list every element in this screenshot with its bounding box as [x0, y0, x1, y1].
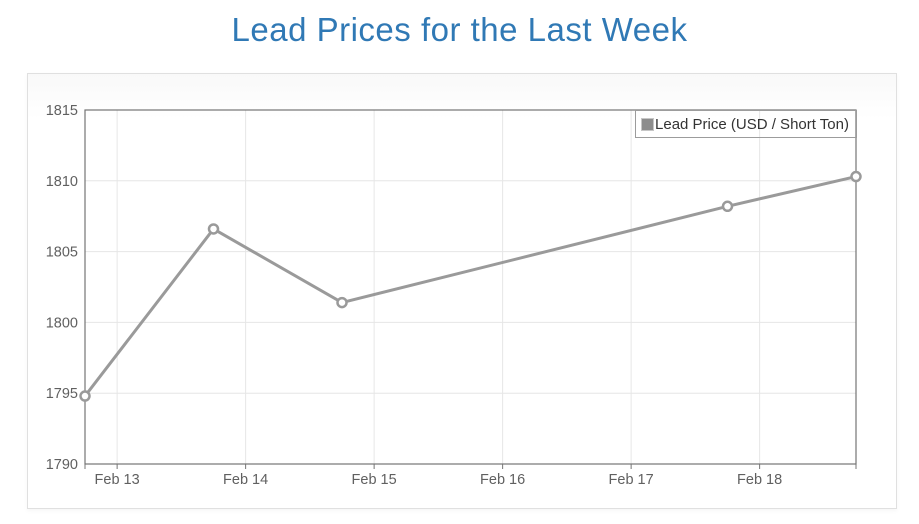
- legend[interactable]: Lead Price (USD / Short Ton): [635, 110, 857, 138]
- y-tick-label: 1800: [46, 315, 78, 331]
- data-point-marker: [721, 200, 734, 213]
- y-tick-label: 1810: [46, 174, 78, 190]
- y-tick-label: 1815: [46, 103, 78, 119]
- x-tick-label: Feb 14: [223, 472, 268, 488]
- chart-card: 1790 1795 1800 1805 1810 1815 Feb 13 Feb 14 Feb …: [27, 73, 897, 509]
- x-tick-label: Feb 16: [480, 472, 525, 488]
- data-point-marker: [850, 170, 862, 183]
- x-tick-label: Feb 13: [95, 472, 140, 488]
- page-title: Lead Prices for the Last Week: [231, 11, 688, 48]
- data-point-marker: [79, 390, 91, 402]
- x-tick-label: Feb 15: [352, 472, 397, 488]
- series-line: [83, 175, 858, 398]
- y-tick-label: 1805: [46, 245, 78, 261]
- y-tick-label: 1795: [46, 386, 78, 402]
- plot-border: [84, 109, 857, 465]
- y-tick-label: 1790: [46, 457, 78, 473]
- chart-canvas: 1790 1795 1800 1805 1810 1815 Feb 13 Feb 14 Feb …: [46, 103, 862, 488]
- legend-label: Lead Price (USD / Short Ton): [655, 115, 849, 133]
- x-tick-label: Feb 17: [609, 472, 654, 488]
- data-point-marker: [336, 296, 348, 309]
- legend-swatch-icon: [641, 117, 655, 131]
- x-tick-label: Feb 18: [737, 472, 782, 488]
- lead-price-chart: 1790 1795 1800 1805 1810 1815 Feb 13 Feb 14 Feb …: [28, 74, 896, 508]
- data-point-marker: [207, 223, 220, 235]
